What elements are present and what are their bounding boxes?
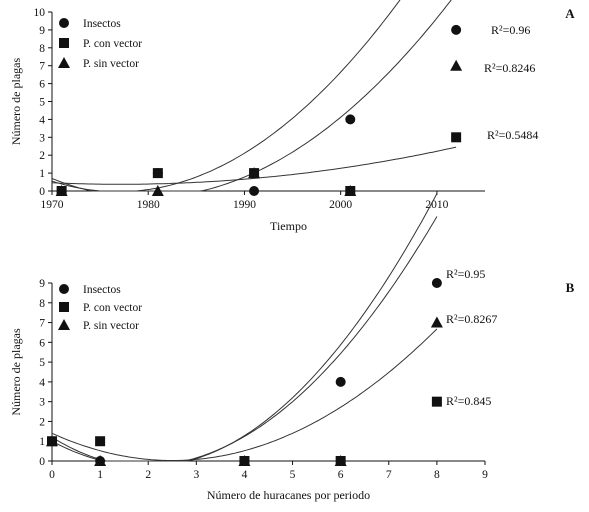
data-point-triangle bbox=[344, 185, 357, 196]
legend: Insectos P. con vector P. sin vector bbox=[58, 18, 142, 70]
trend-line-square bbox=[51, 328, 438, 461]
y-tick-label: 10 bbox=[34, 7, 46, 19]
legend-marker-triangle bbox=[58, 57, 70, 68]
x-tick-label: 1 bbox=[97, 469, 103, 481]
y-tick-label: 0 bbox=[39, 456, 45, 468]
y-tick-label: 3 bbox=[39, 397, 45, 409]
y-tick-label: 7 bbox=[39, 318, 45, 330]
x-tick-label: 3 bbox=[193, 469, 199, 481]
x-tick-label: 2000 bbox=[329, 199, 352, 211]
data-point-circle bbox=[249, 186, 260, 196]
r2-label: R²=0.5484 bbox=[487, 128, 538, 142]
x-tick-label: 2010 bbox=[425, 199, 448, 211]
y-axis-label: Número de plagas bbox=[9, 328, 23, 416]
trend-line-triangle bbox=[51, 193, 438, 462]
y-tick-label: 3 bbox=[39, 132, 45, 144]
y-axis-label: Número de plagas bbox=[9, 58, 23, 146]
legend-marker-triangle bbox=[58, 319, 70, 330]
y-tick-label: 4 bbox=[39, 114, 45, 126]
legend-marker-circle bbox=[59, 18, 69, 28]
x-tick-label: 2 bbox=[145, 469, 151, 481]
y-tick-label: 0 bbox=[39, 186, 45, 198]
data-point-triangle bbox=[94, 455, 107, 466]
legend-label: P. sin vector bbox=[83, 320, 139, 332]
data-point-triangle bbox=[450, 59, 463, 71]
r2-label: R²=0.8267 bbox=[446, 312, 497, 326]
x-tick-label: 6 bbox=[338, 469, 344, 481]
y-tick-label: 2 bbox=[39, 416, 45, 428]
data-point-triangle bbox=[238, 455, 251, 466]
y-tick-label: 9 bbox=[39, 278, 45, 290]
legend-label: P. sin vector bbox=[83, 58, 139, 70]
r2-label: R²=0.95 bbox=[446, 267, 485, 281]
data-point-triangle bbox=[334, 455, 347, 466]
legend-label: Insectos bbox=[83, 18, 121, 30]
data-point-square bbox=[431, 396, 442, 407]
r2-label: R²=0.8246 bbox=[484, 61, 535, 75]
legend-label: P. con vector bbox=[83, 302, 142, 314]
x-axis-label: Tiempo bbox=[270, 219, 307, 233]
data-point-circle bbox=[335, 376, 346, 387]
y-tick-label: 4 bbox=[39, 377, 45, 389]
data-point-square bbox=[451, 132, 462, 143]
x-tick-label: 1970 bbox=[41, 199, 64, 211]
data-point-triangle bbox=[430, 316, 443, 328]
chart-panel-a: 0 1 2 3 4 5 6 7 8 9 10 1970 1980 1990 2000 2010 Tiempo Nú… bbox=[9, 0, 575, 233]
legend-label: P. con vector bbox=[83, 38, 142, 50]
y-tick-label: 5 bbox=[39, 357, 45, 369]
legend-marker-square bbox=[59, 302, 69, 312]
y-tick-label: 7 bbox=[39, 61, 45, 73]
y-tick-label: 1 bbox=[39, 436, 45, 448]
y-tick-label: 5 bbox=[39, 97, 45, 109]
x-tick-label: 9 bbox=[482, 469, 488, 481]
r2-label: R²=0.845 bbox=[446, 394, 491, 408]
r2-label: R²=0.96 bbox=[491, 23, 530, 37]
data-point-circle bbox=[345, 114, 356, 125]
trend-line-circle bbox=[51, 216, 438, 462]
panel-label: A bbox=[565, 6, 575, 21]
x-tick-label: 4 bbox=[242, 469, 248, 481]
y-tick-label: 6 bbox=[39, 79, 45, 91]
data-point-circle bbox=[451, 24, 462, 35]
x-axis-label: Número de huracanes por periodo bbox=[207, 488, 370, 502]
x-tick-label: 1980 bbox=[137, 199, 160, 211]
x-tick-label: 0 bbox=[49, 469, 55, 481]
legend: Insectos P. con vector P. sin vector bbox=[58, 284, 142, 332]
data-point-triangle bbox=[151, 185, 164, 196]
panel-label: B bbox=[566, 280, 575, 295]
data-point-triangle bbox=[46, 435, 58, 447]
chart-panel-b: 0 1 2 3 4 5 6 7 8 9 0 1 2 3 4 5 6 7 8 9 Número de huracanes … bbox=[9, 193, 575, 502]
legend-marker-circle bbox=[59, 284, 69, 294]
data-point-triangle bbox=[248, 167, 261, 179]
legend-label: Insectos bbox=[83, 284, 121, 296]
y-tick-label: 8 bbox=[39, 43, 45, 55]
x-tick-label: 1990 bbox=[233, 199, 256, 211]
x-tick-label: 7 bbox=[386, 469, 392, 481]
data-point-circle bbox=[431, 278, 442, 288]
trend-line-square bbox=[51, 146, 457, 185]
data-point-square bbox=[152, 168, 163, 179]
y-tick-label: 9 bbox=[39, 25, 45, 37]
x-tick-label: 8 bbox=[434, 469, 440, 481]
y-tick-label: 6 bbox=[39, 337, 45, 349]
x-tick-label: 5 bbox=[290, 469, 296, 481]
data-point-triangle bbox=[55, 185, 68, 196]
y-tick-label: 1 bbox=[39, 168, 45, 180]
y-tick-label: 8 bbox=[39, 298, 45, 310]
data-point-square bbox=[95, 436, 106, 447]
y-tick-label: 2 bbox=[39, 150, 45, 162]
legend-marker-square bbox=[59, 38, 69, 48]
